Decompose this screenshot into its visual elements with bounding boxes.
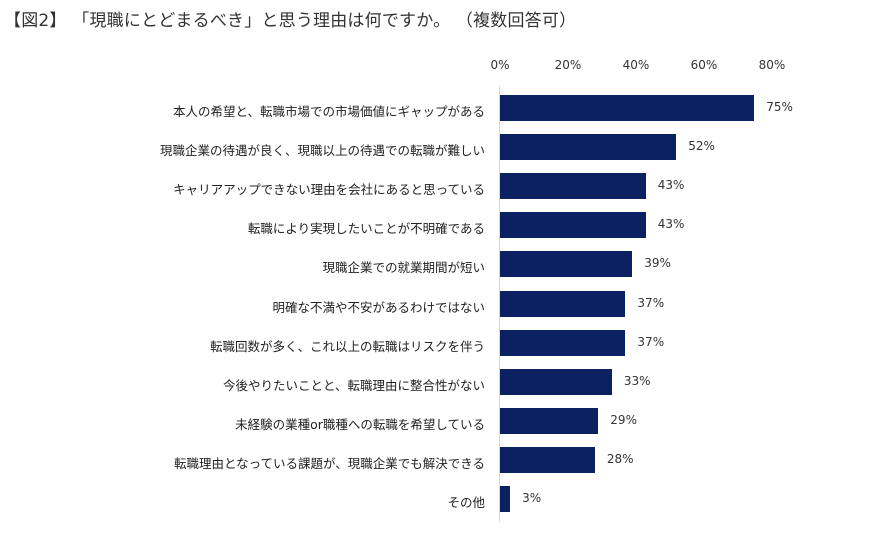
value-label: 28% (606, 451, 634, 466)
bar (500, 251, 633, 278)
category-label: 転職回数が多く、これ以上の転職はリスクを伴う (209, 338, 485, 354)
category-label: その他 (447, 495, 485, 510)
x-tick: 20% (554, 58, 582, 72)
value-label: 33% (623, 373, 651, 388)
category-label: 本人の希望と、転職市場での市場価値にギャップがある (172, 104, 485, 119)
bar-row: その他 3% (0, 483, 870, 522)
x-tick: 40% (622, 58, 650, 72)
value-label: 37% (637, 334, 665, 349)
bar-row: 現職企業の待遇が良く、現職以上の待遇での転職が難しい 52% (0, 131, 870, 170)
value-label: 75% (766, 100, 793, 114)
category-label: 未経験の業種or職種への転職を希望している (235, 416, 485, 432)
value-label: 39% (644, 256, 671, 271)
bar (500, 446, 595, 473)
bar (500, 212, 646, 239)
bar-row: 現職企業での就業期間が短い 39% (0, 248, 870, 287)
category-label: 現職企業での就業期間が短い (322, 260, 485, 276)
x-tick: 0% (490, 58, 510, 72)
bar-row: 本人の希望と、転職市場での市場価値にギャップがある 75% (0, 92, 870, 131)
bar-row: 転職理由となっている課題が、現職企業でも解決できる 28% (0, 444, 870, 483)
category-label: キャリアアップできない理由を会社にあると思っている (173, 182, 485, 198)
y-axis-line (499, 86, 500, 522)
bar (500, 95, 755, 121)
category-label: 今後やりたいことと、転職理由に整合性がない (222, 377, 485, 393)
bar-row: キャリアアップできない理由を会社にあると思っている 43% (0, 170, 870, 209)
bar-row: 今後やりたいことと、転職理由に整合性がない 33% (0, 366, 870, 405)
bar (500, 368, 612, 395)
bar (500, 407, 599, 434)
bar-row: 明確な不満や不安があるわけではない 37% (0, 288, 870, 327)
value-label: 52% (688, 139, 715, 154)
category-label: 明確な不満や不安があるわけではない (272, 299, 485, 315)
category-label: 転職理由となっている課題が、現職企業でも解決できる (173, 455, 485, 471)
bar-row: 転職回数が多く、これ以上の転職はリスクを伴う 37% (0, 327, 870, 366)
bar-row: 未経験の業種or職種への転職を希望している 29% (0, 405, 870, 444)
x-tick: 80% (758, 58, 786, 72)
value-label: 43% (657, 217, 685, 232)
bar (500, 290, 626, 317)
chart-title: 【図2】 「現職にとどまるべき」と思う理由は何ですか。 （複数回答可） (4, 11, 577, 31)
bar (500, 173, 646, 200)
bar (500, 134, 677, 161)
value-label: 37% (637, 295, 665, 310)
bar (500, 329, 626, 356)
value-label: 43% (657, 178, 685, 193)
bar-row: 転職により実現したいことが不明確である 43% (0, 209, 870, 248)
value-label: 29% (610, 412, 637, 427)
x-tick: 60% (690, 58, 718, 72)
value-label: 3% (522, 491, 542, 505)
category-label: 転職により実現したいことが不明確である (247, 221, 485, 237)
bar (500, 486, 511, 512)
x-axis-ticks: 0% 20% 40% 60% 80% (0, 58, 870, 74)
category-label: 現職企業の待遇が良く、現職以上の待遇での転職が難しい (159, 143, 485, 159)
